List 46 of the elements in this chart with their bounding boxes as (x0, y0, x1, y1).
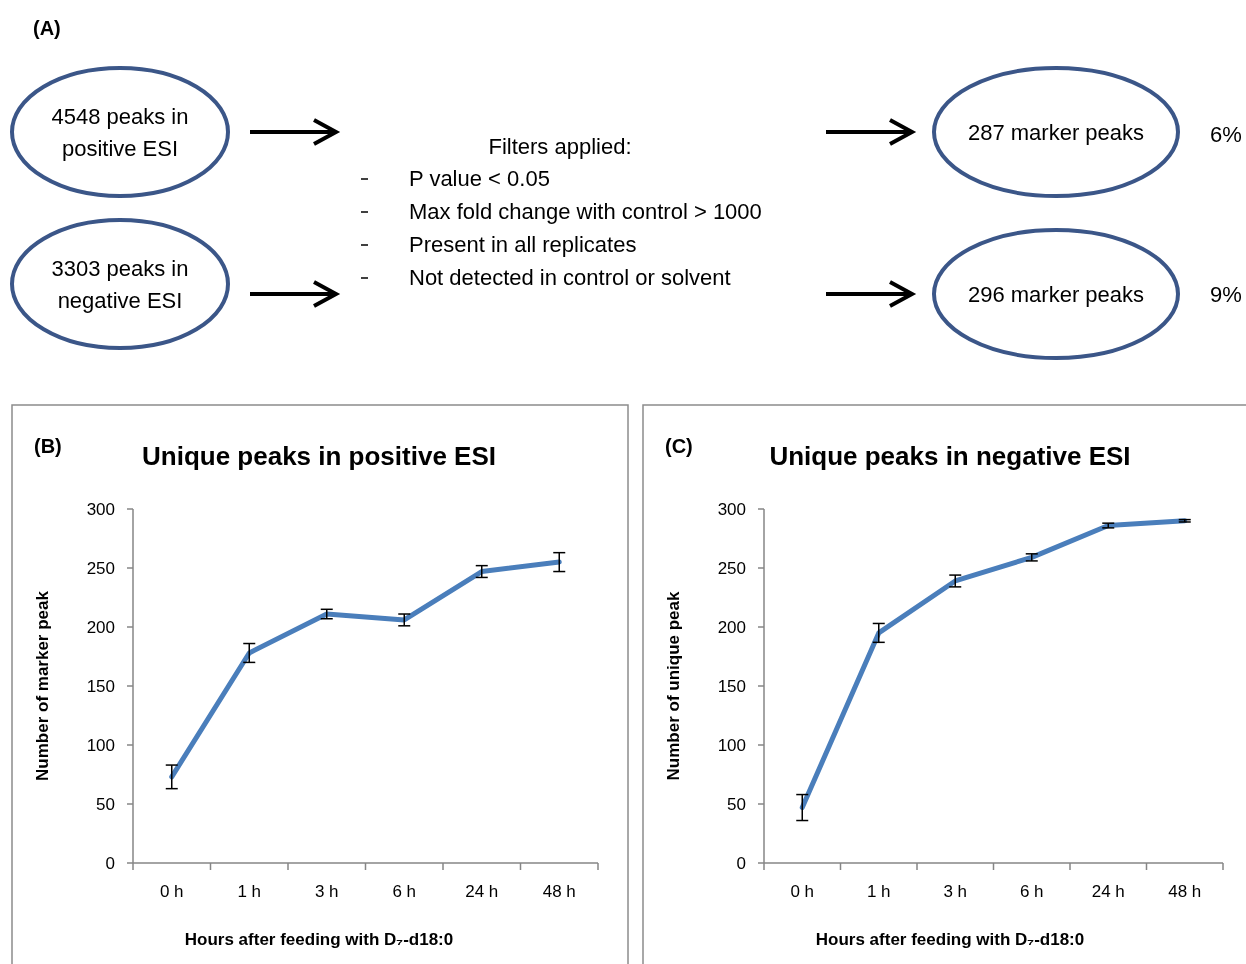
x-tick-label: 6 h (392, 882, 417, 901)
x-tick-label: 1 h (866, 882, 891, 901)
y-axis-title: Number of unique peak (664, 591, 683, 781)
text: (B) (34, 435, 62, 457)
text: 4548 peaks in positive ESI (51, 104, 189, 161)
x-tick-label: 1 h (237, 882, 262, 901)
chart-title: Unique peaks in negative ESI (769, 441, 1131, 471)
text: Not detected in control or solvent (409, 265, 731, 290)
x-tick-label: 3 h (314, 882, 339, 901)
y-tick-label: 200 (717, 618, 746, 637)
text: Filters applied: (488, 134, 632, 159)
text: 3303 peaks in negative ESI (51, 256, 189, 313)
y-tick-label: 100 (86, 736, 115, 755)
y-tick-label: 100 (717, 736, 746, 755)
text: 296 marker peaks (967, 282, 1145, 307)
x-axis-title: Hours after feeding with D₇-d18:0 (815, 930, 1085, 949)
y-tick-label: 150 (86, 677, 115, 696)
x-axis-title: Hours after feeding with D₇-d18:0 (184, 930, 454, 949)
text: 287 marker peaks (967, 120, 1145, 145)
text: (C) (665, 435, 693, 457)
y-tick-label: 150 (717, 677, 746, 696)
text: Max fold change with control > 1000 (409, 199, 762, 224)
x-tick-label: 0 h (790, 882, 815, 901)
x-tick-label: 3 h (943, 882, 968, 901)
text: Present in all replicates (409, 232, 637, 257)
y-tick-label: 300 (86, 500, 115, 519)
text: 6% (1210, 122, 1242, 147)
chart-title: Unique peaks in positive ESI (142, 441, 496, 471)
y-tick-label: 250 (86, 559, 115, 578)
x-tick-label: 48 h (1168, 882, 1202, 901)
y-axis-title: Number of marker peak (33, 590, 52, 781)
text: P value < 0.05 (409, 166, 550, 191)
x-tick-label: 6 h (1019, 882, 1044, 901)
text: 9% (1210, 282, 1242, 307)
y-tick-label: 300 (717, 500, 746, 519)
y-tick-label: 250 (717, 559, 746, 578)
y-tick-label: 50 (96, 795, 115, 814)
y-tick-label: 200 (86, 618, 115, 637)
y-tick-label: 0 (736, 854, 746, 873)
x-tick-label: 48 h (542, 882, 576, 901)
y-tick-label: 50 (727, 795, 746, 814)
y-tick-label: 0 (105, 854, 115, 873)
x-tick-label: 0 h (159, 882, 184, 901)
x-tick-label: 24 h (1091, 882, 1125, 901)
x-tick-label: 24 h (465, 882, 499, 901)
text: (A) (33, 17, 61, 39)
